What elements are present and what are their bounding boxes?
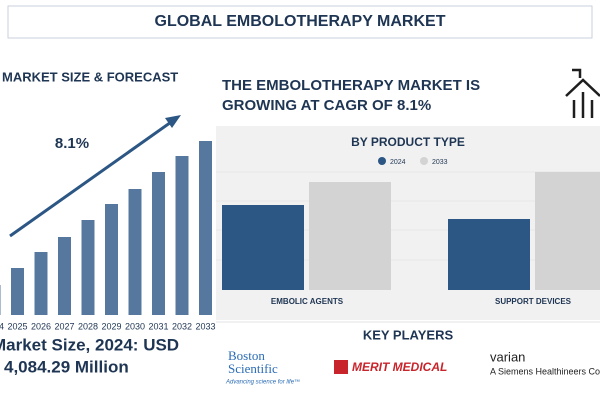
bar [34,252,48,315]
bar [81,220,95,315]
growth-icon [565,68,600,118]
legend-label: 2024 [390,159,406,166]
chart-title: BY PRODUCT TYPE [351,135,465,149]
bar [199,141,212,315]
x-tick-label: 2024 [0,321,4,331]
chart-title: MARKET SIZE & FORECAST [2,69,178,84]
x-tick-label: SUPPORT DEVICES [495,297,572,306]
bar [448,219,530,290]
x-tick-label: 2027 [54,321,74,331]
legend-swatch [378,157,386,165]
bar [11,268,24,315]
company-tagline: A Siemens Healthineers Com [490,366,600,376]
bar [58,237,71,315]
bar [535,172,600,290]
x-tick-label: 2028 [78,321,98,331]
bar [128,189,142,315]
x-tick-label: 2026 [31,321,51,331]
x-tick-label: EMBOLIC AGENTS [271,297,344,306]
logo-mark [334,360,348,374]
bar [0,285,1,315]
x-tick-label: 2030 [125,321,145,331]
company-logo: MERIT MEDICAL [352,360,447,374]
legend-label: 2033 [432,159,448,166]
page-title: GLOBAL EMBOLOTHERAPY MARKET [155,13,446,30]
x-tick-label: 2029 [101,321,121,331]
headline: GROWING AT CAGR OF 8.1% [222,97,431,114]
bar [105,204,118,315]
x-tick-label: 2032 [172,321,192,331]
x-tick-label: 2031 [148,321,168,331]
trend-arrow [9,118,175,238]
market-size-value: 4,084.29 Million [4,357,129,376]
annotation: 8.1% [55,135,89,152]
company-logo: Scientific [228,361,278,376]
bar [309,182,391,290]
company-logo: varian [490,349,525,364]
bar [152,172,165,315]
arrow-head [165,115,181,128]
section-title: KEY PLAYERS [363,327,454,342]
company-logo: Boston [228,348,265,363]
x-tick-label: 2025 [7,321,27,331]
company-tagline: Advancing science for life™ [225,379,300,386]
market-size-label: Market Size, 2024: USD [0,335,179,354]
headline: THE EMBOLOTHERAPY MARKET IS [222,77,480,94]
title-box [7,5,593,39]
legend-swatch [420,157,428,165]
x-tick-label: 2033 [195,321,215,331]
bar [222,205,304,290]
bar [175,156,189,315]
